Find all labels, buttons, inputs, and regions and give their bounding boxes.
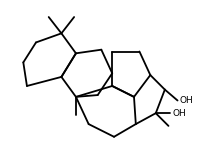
Text: OH: OH (179, 96, 193, 105)
Text: OH: OH (172, 109, 186, 118)
